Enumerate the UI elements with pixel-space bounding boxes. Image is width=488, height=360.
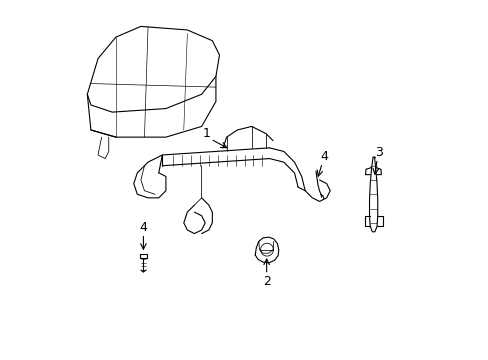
Text: 1: 1 — [203, 127, 210, 140]
Text: 4: 4 — [320, 150, 327, 163]
Text: 4: 4 — [139, 221, 147, 234]
Text: 3: 3 — [374, 146, 382, 159]
Text: 2: 2 — [262, 275, 270, 288]
